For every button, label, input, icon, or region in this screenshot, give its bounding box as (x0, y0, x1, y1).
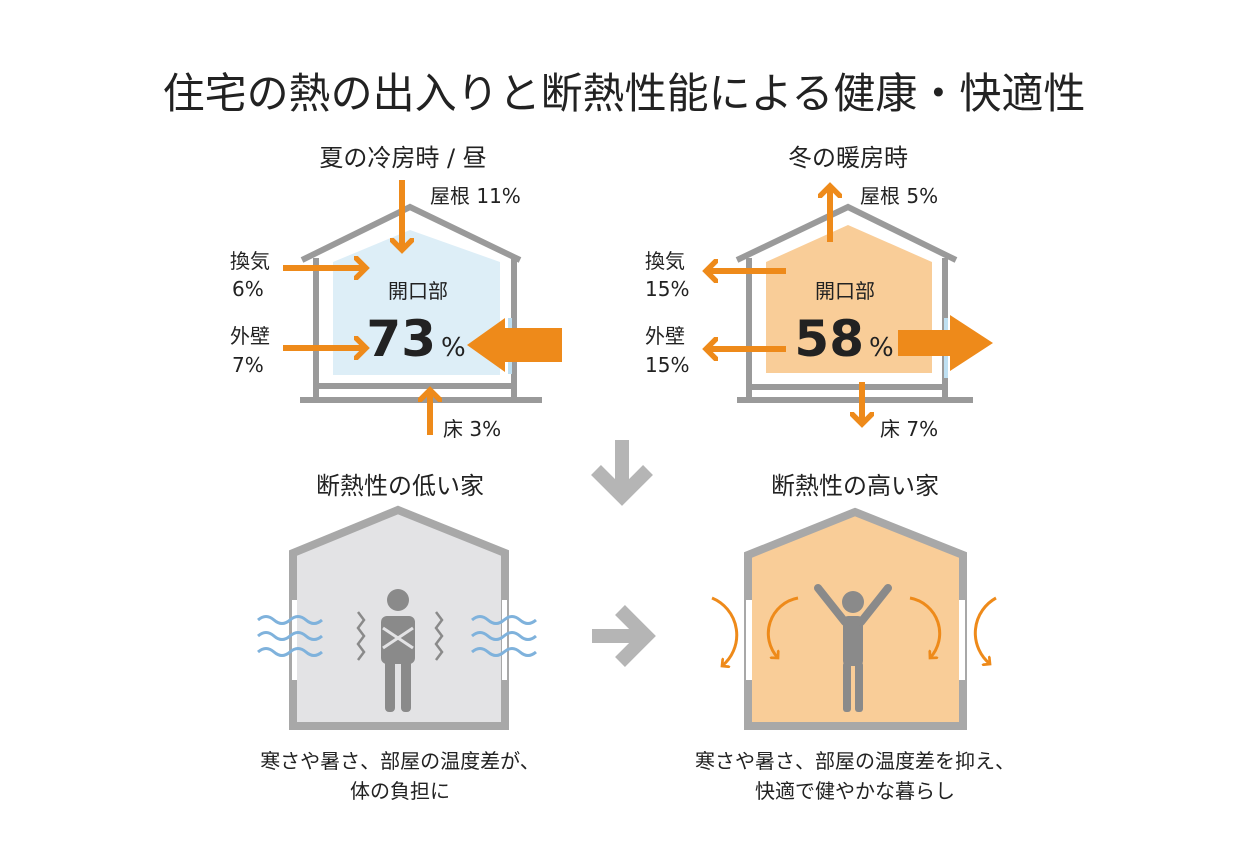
winter-floor-label: 床 7% (880, 417, 938, 441)
summer-vent-value: 6% (232, 277, 264, 301)
summer-floor-label: 床 3% (443, 417, 501, 441)
winter-opening-label: 開口部 (815, 279, 875, 303)
right-arrow-icon (592, 605, 656, 667)
down-arrow-icon (591, 440, 653, 506)
high-heading: 断熱性の高い家 (771, 472, 939, 500)
winter-opening-value: 58 (794, 310, 864, 368)
high-caption-1: 寒さや暑さ、部屋の温度差を抑え、 (695, 749, 1015, 773)
high-caption-2: 快適で健やかな暮らし (755, 779, 955, 803)
window-icon (292, 600, 297, 680)
cold-wave-icon (257, 615, 537, 657)
winter-wall-label: 外壁 (645, 324, 685, 348)
cold-person-icon (381, 589, 415, 712)
low-insulation-panel: 断熱性の低い家 寒さや暑さ、部屋の温度差が、 体の負担に (257, 472, 540, 803)
low-heading: 断熱性の低い家 (316, 472, 484, 500)
summer-interior (333, 230, 500, 375)
low-caption-1: 寒さや暑さ、部屋の温度差が、 (260, 749, 540, 773)
window-icon (502, 600, 507, 680)
winter-house-outline (735, 203, 973, 403)
summer-vent-label: 換気 (230, 249, 270, 273)
summer-heading: 夏の冷房時 / 昼 (319, 144, 486, 172)
winter-arrows (706, 186, 862, 424)
opening-big-arrow-icon (467, 318, 562, 372)
opening-big-arrow-icon (898, 315, 993, 371)
circulation-arrows-icon (711, 596, 997, 666)
window-icon (959, 600, 965, 680)
page-title: 住宅の熱の出入りと断熱性能による健康・快適性 (163, 69, 1086, 118)
summer-panel: 夏の冷房時 / 昼 屋根 11% 換気 6% 外壁 7% 開口部 73 % 床 … (230, 144, 562, 441)
summer-opening-label: 開口部 (388, 279, 448, 303)
winter-opening-unit: % (869, 333, 894, 363)
winter-roof-label: 屋根 5% (860, 184, 938, 208)
shiver-icon (356, 611, 444, 661)
high-insulation-panel: 断熱性の高い家 寒さや暑さ、部屋の温度差を抑え、 快適で健やかな暮らし (695, 472, 1015, 803)
summer-opening-unit: % (441, 333, 466, 363)
summer-wall-value: 7% (232, 353, 264, 377)
summer-opening-value: 73 (366, 310, 436, 368)
happy-person-icon (814, 584, 892, 712)
winter-interior (766, 225, 932, 373)
summer-wall-label: 外壁 (230, 324, 270, 348)
winter-vent-value: 15% (645, 277, 689, 301)
summer-roof-label: 屋根 11% (430, 184, 521, 208)
winter-vent-label: 換気 (645, 249, 685, 273)
winter-heading: 冬の暖房時 (788, 144, 908, 172)
window-icon (746, 600, 752, 680)
low-caption-2: 体の負担に (350, 779, 450, 803)
winter-panel: 冬の暖房時 屋根 5% 換気 15% 外壁 15% 開口部 58 % 床 7% (645, 144, 993, 441)
summer-arrows (283, 180, 430, 435)
winter-wall-value: 15% (645, 353, 689, 377)
